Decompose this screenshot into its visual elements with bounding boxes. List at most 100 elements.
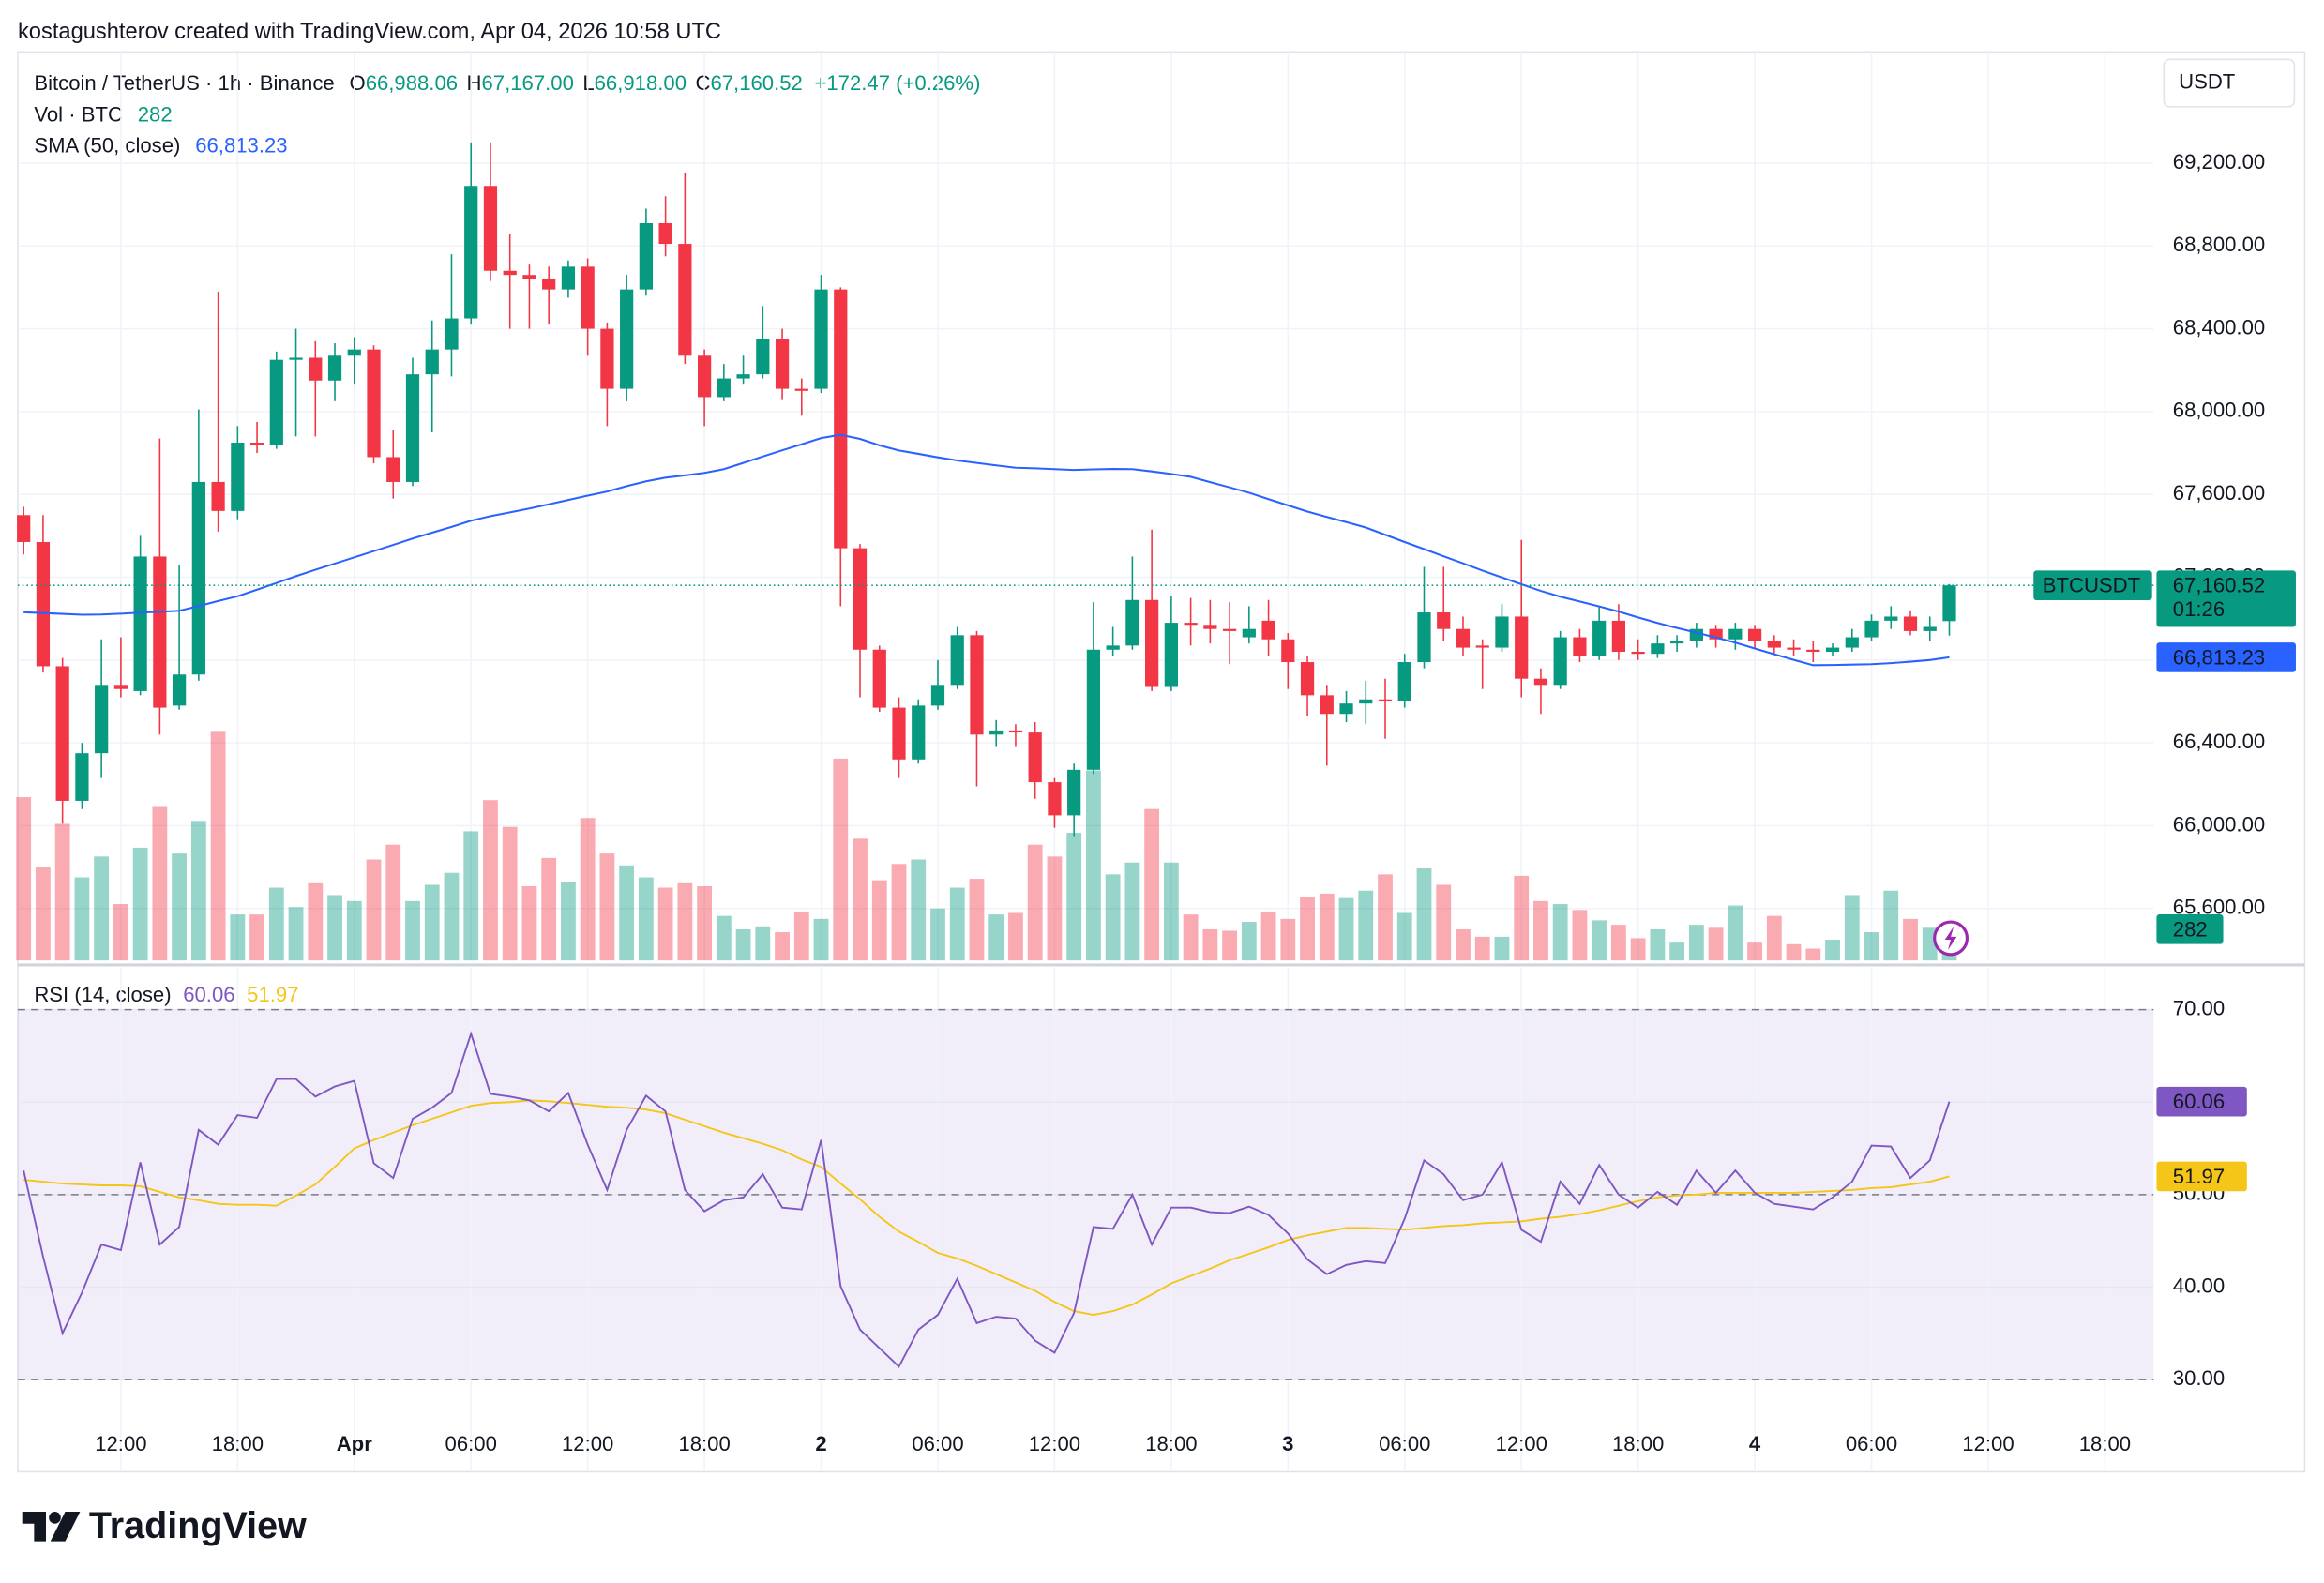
volume-bar (1436, 884, 1452, 961)
high-key: H (467, 71, 482, 95)
rsi-ma-value: 51.97 (247, 983, 298, 1006)
volume-bar (1027, 844, 1043, 961)
close-key: C (695, 71, 710, 95)
x-tick-label: 06:00 (445, 1432, 497, 1455)
volume-bar (1396, 912, 1412, 961)
volume-bar (1766, 915, 1782, 961)
candle-body (1787, 647, 1801, 650)
candle-body (834, 289, 848, 549)
candle-body (1651, 643, 1665, 655)
volume-bar (249, 914, 264, 961)
volume-bar (1533, 900, 1548, 961)
volume-bar (1105, 874, 1121, 961)
candle-body (1203, 625, 1217, 629)
candle-body (1670, 641, 1684, 644)
candle-body (1845, 637, 1859, 648)
x-tick-label: 12:00 (1029, 1432, 1080, 1455)
rsi-value: 60.06 (183, 983, 234, 1006)
candle-body (930, 685, 945, 706)
y-tick-label: 68,000.00 (2173, 399, 2265, 422)
volume-bar (697, 886, 713, 961)
candle-body (1359, 699, 1373, 704)
volume-bar (1086, 770, 1101, 961)
candle-body (405, 374, 420, 482)
candle-body (309, 357, 323, 381)
volume-bar (1241, 922, 1257, 961)
candle-body (581, 266, 595, 329)
candle-body (717, 378, 731, 398)
volume-bar (1378, 874, 1393, 961)
candle-body (561, 266, 576, 290)
volume-bar (521, 886, 537, 961)
rsi-ma-label: 51.97 (2173, 1165, 2225, 1188)
candle-body (600, 328, 614, 389)
volume-bar (1163, 862, 1179, 961)
volume-bar (113, 904, 128, 961)
volume-bar (1260, 911, 1276, 961)
volume-bar (54, 823, 70, 961)
sma-value: 66,813.23 (195, 133, 287, 157)
volume-bar (74, 877, 90, 961)
candle-body (1339, 703, 1353, 715)
rsi-line (23, 1031, 1951, 1368)
volume-bar (1008, 912, 1023, 961)
volume-bar (969, 879, 985, 961)
volume-bar (502, 826, 518, 961)
candle-body (678, 244, 692, 356)
volume-bar (911, 859, 927, 961)
sma-name: SMA (50, close) (34, 133, 180, 157)
volume-bar (1202, 928, 1218, 961)
volume-bar (755, 926, 771, 961)
volume-bar (930, 908, 945, 961)
volume-bar (1650, 928, 1666, 961)
x-tick-label: 12:00 (1496, 1432, 1547, 1455)
candle-body (639, 222, 653, 290)
volume-bar (988, 914, 1004, 961)
currency-button[interactable] (2163, 58, 2296, 108)
volume-bar (775, 932, 790, 961)
volume-bar (949, 887, 965, 961)
chart-frame (17, 51, 2306, 1473)
x-tick-label: 18:00 (2079, 1432, 2131, 1455)
volume-bar (1552, 904, 1568, 961)
credit: kostagushterov created with TradingView.… (18, 20, 721, 44)
candle-body (1048, 782, 1062, 816)
candle-body (386, 457, 400, 482)
candle-body (75, 753, 89, 801)
volume-bar (132, 847, 148, 961)
volume-value: 282 (138, 102, 173, 126)
currency[interactable]: USDT (2179, 69, 2235, 93)
volume-bar (1047, 856, 1063, 961)
candle-body (36, 541, 51, 667)
candle-body (658, 222, 672, 245)
candle-body (1320, 695, 1334, 715)
candle-body (1884, 616, 1898, 621)
symbol: Bitcoin / TetherUS · 1h · Binance (34, 71, 334, 95)
volume-bar (1903, 918, 1918, 961)
price-label: 67,160.52 (2173, 574, 2265, 597)
x-tick-label: 06:00 (1846, 1432, 1897, 1455)
volume-bar (1708, 927, 1724, 961)
candle-body (211, 481, 225, 511)
rsi-badge (2156, 1086, 2247, 1117)
candle-body (133, 556, 147, 691)
volume-bar (1124, 862, 1140, 961)
candle-body (1106, 645, 1120, 650)
volume-bar (1474, 936, 1490, 961)
candle-body (1086, 649, 1101, 770)
candle-body (1067, 769, 1081, 816)
candle-body (1767, 641, 1781, 648)
candle-body (1300, 662, 1315, 696)
candle-body (464, 186, 478, 319)
y-tick-label: 66,000.00 (2173, 812, 2265, 836)
volume-bar (1883, 890, 1899, 961)
countdown: 01:26 (2173, 597, 2225, 621)
rsi-ma-badge (2156, 1161, 2247, 1192)
volume-bar (1066, 833, 1082, 961)
volume-bar (1786, 943, 1802, 961)
x-tick-label: 18:00 (678, 1432, 730, 1455)
candle-body (1573, 637, 1587, 656)
low-key: L (582, 71, 594, 95)
volume-bar (308, 882, 324, 961)
